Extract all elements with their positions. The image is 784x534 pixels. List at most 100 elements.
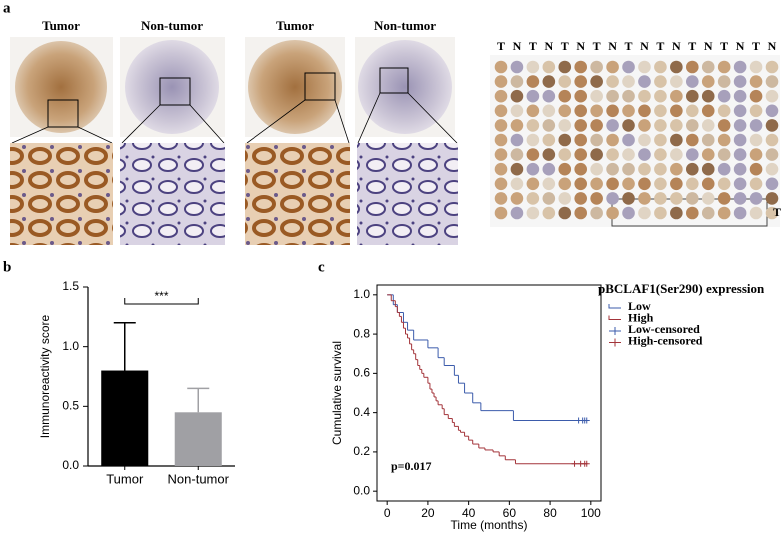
micrograph-zoom — [120, 143, 225, 245]
array-core — [701, 206, 715, 220]
array-core — [558, 192, 572, 205]
array-core — [606, 133, 619, 147]
array-core — [574, 104, 588, 118]
array-core — [590, 206, 603, 220]
legend-title: pBCLAF1(Ser290) expression — [598, 281, 765, 296]
y-tick-label: 1.5 — [62, 279, 79, 293]
array-core — [717, 133, 731, 147]
y-axis-label: Cumulative survival — [330, 341, 344, 445]
array-core — [542, 133, 556, 147]
array-core — [670, 133, 683, 147]
array-core — [765, 104, 779, 118]
array-core — [526, 192, 540, 205]
array-core — [558, 133, 572, 147]
array-column-label: N — [640, 39, 649, 53]
array-core — [685, 192, 699, 205]
legend-marker — [609, 338, 621, 347]
y-tick-label: 1.0 — [353, 287, 370, 301]
array-core — [685, 60, 699, 74]
panel-label: b — [3, 259, 11, 275]
array-core — [685, 162, 699, 176]
array-core — [717, 104, 731, 118]
array-core — [542, 177, 556, 191]
array-core — [494, 89, 508, 103]
array-core — [510, 60, 524, 74]
image-label: Non-tumor — [141, 18, 203, 33]
array-core — [701, 192, 715, 205]
array-core — [494, 148, 508, 161]
array-core — [638, 104, 651, 118]
array-core — [606, 192, 619, 205]
x-tick-label: 100 — [581, 506, 601, 520]
y-tick-label: 0.4 — [353, 405, 370, 419]
array-core — [701, 104, 715, 118]
array-core — [542, 60, 556, 74]
array-core — [638, 89, 651, 103]
array-core — [670, 75, 683, 88]
array-core — [622, 162, 635, 176]
bar — [101, 370, 149, 466]
array-core — [622, 119, 635, 132]
array-core — [765, 119, 779, 132]
array-core — [606, 89, 619, 103]
array-core — [733, 119, 747, 132]
array-core — [574, 177, 588, 191]
censor-mark — [571, 460, 578, 467]
array-core — [765, 177, 779, 191]
array-core — [685, 148, 699, 161]
x-tick-label: 40 — [462, 506, 476, 520]
array-core — [717, 89, 731, 103]
array-core — [622, 133, 635, 147]
array-core — [558, 119, 572, 132]
bar — [174, 412, 222, 466]
array-core — [717, 75, 731, 88]
y-axis-label: Immunoreactivity score — [38, 314, 52, 438]
array-core — [654, 192, 667, 205]
plot-frame — [376, 284, 602, 502]
image-label: Tumor — [42, 18, 80, 33]
array-core — [638, 177, 651, 191]
array-core — [685, 133, 699, 147]
array-core — [542, 148, 556, 161]
array-core — [685, 104, 699, 118]
array-core — [749, 162, 763, 176]
array-core — [622, 60, 635, 74]
array-core — [733, 192, 747, 205]
micrograph-zoom — [357, 143, 458, 245]
zoom-box — [47, 99, 79, 128]
array-core — [717, 192, 731, 205]
array-core — [558, 177, 572, 191]
array-core — [701, 162, 715, 176]
y-tick-label: 0.0 — [353, 483, 370, 497]
array-core — [590, 75, 603, 88]
array-core — [606, 177, 619, 191]
array-column-label: N — [704, 39, 713, 53]
array-core — [526, 75, 540, 88]
array-column-label: T — [497, 39, 505, 53]
array-core — [590, 133, 603, 147]
array-column-label: N — [768, 39, 777, 53]
legend-marker — [609, 327, 621, 335]
array-core — [654, 104, 667, 118]
array-core — [717, 206, 731, 220]
array-core — [717, 148, 731, 161]
array-core — [733, 148, 747, 161]
array-core — [510, 119, 524, 132]
array-core — [558, 75, 572, 88]
array-core — [558, 89, 572, 103]
array-column-label: T — [752, 39, 760, 53]
y-tick-label: 0.8 — [353, 326, 370, 340]
array-core — [765, 60, 779, 74]
legend-label: Low — [628, 299, 651, 313]
array-core — [701, 119, 715, 132]
array-core — [510, 75, 524, 88]
array-core — [622, 75, 635, 88]
array-core — [622, 206, 635, 220]
array-core — [494, 133, 508, 147]
array-core — [701, 89, 715, 103]
image-label: Tumor — [276, 18, 314, 33]
array-core — [542, 119, 556, 132]
array-core — [701, 148, 715, 161]
array-core — [590, 119, 603, 132]
array-core — [606, 75, 619, 88]
